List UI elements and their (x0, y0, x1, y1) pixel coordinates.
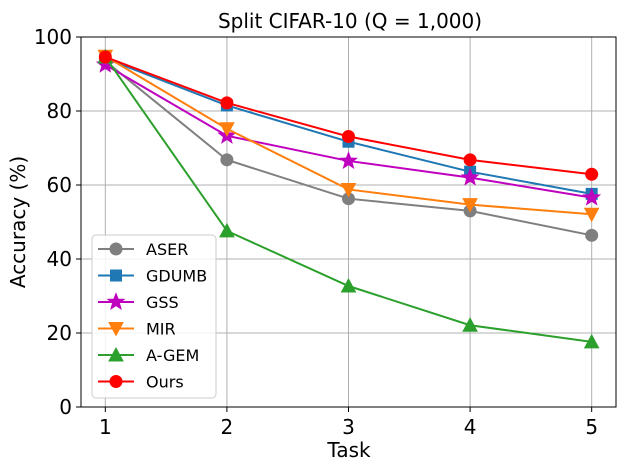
legend: ASER GDUMB GSS MIR A-GEM Ours (91, 234, 217, 399)
y-axis: 0 20 40 60 80 100 (34, 25, 81, 419)
legend-item-aser: ASER (98, 240, 188, 259)
legend-item-mir: MIR (98, 320, 176, 339)
legend-label: ASER (146, 240, 188, 259)
data-point-gss (460, 167, 480, 186)
x-axis: 1 2 3 4 5 (99, 407, 598, 439)
legend-label: MIR (146, 320, 176, 339)
series-ours (98, 50, 599, 181)
data-point-ours (98, 50, 112, 64)
plot-frame (80, 36, 617, 408)
data-point-mir (340, 182, 357, 198)
legend-label: GSS (146, 293, 179, 312)
legend-marker (108, 346, 124, 362)
x-tick-label: 3 (342, 415, 355, 439)
legend-item-gss: GSS (98, 292, 179, 312)
y-tick-label: 60 (47, 173, 72, 197)
chart-title: Split CIFAR-10 (Q = 1,000) (218, 9, 482, 33)
x-axis-label: Task (326, 438, 371, 462)
legend-item-ours: Ours (98, 373, 184, 392)
y-tick-label: 0 (59, 395, 72, 419)
data-point-aser (585, 228, 599, 242)
data-point-a-gem (340, 277, 357, 293)
data-point-mir (583, 207, 600, 223)
y-tick-label: 80 (47, 99, 72, 123)
y-tick-label: 100 (34, 25, 72, 49)
legend-label: GDUMB (146, 267, 207, 286)
data-point-a-gem (219, 222, 235, 238)
x-tick-label: 1 (99, 415, 112, 439)
y-axis-label: Accuracy (%) (6, 156, 30, 288)
data-point-gss (582, 187, 602, 206)
data-point-ours (342, 130, 355, 144)
data-point-a-gem (583, 333, 600, 349)
legend-label: Ours (146, 373, 184, 392)
x-tick-label: 2 (221, 415, 234, 439)
legend-item-a-gem: A-GEM (98, 346, 199, 365)
legend-marker (109, 375, 123, 388)
legend-marker (109, 242, 123, 256)
data-point-ours (220, 96, 234, 110)
data-point-mir (219, 122, 235, 137)
data-point-aser (220, 153, 234, 167)
legend-marker (110, 269, 122, 282)
legend-marker (108, 322, 124, 337)
data-point-mir (462, 198, 478, 213)
series-group (95, 48, 602, 349)
data-point-a-gem (462, 317, 478, 332)
legend-marker (106, 292, 126, 311)
x-tick-label: 4 (464, 415, 477, 439)
legend-item-gdumb: GDUMB (98, 267, 207, 286)
x-tick-label: 5 (585, 415, 598, 439)
y-tick-label: 40 (47, 247, 72, 271)
legend-label: A-GEM (146, 346, 199, 365)
y-tick-label: 20 (47, 321, 72, 345)
data-point-ours (585, 167, 599, 181)
data-point-gss (339, 151, 358, 169)
data-point-ours (463, 153, 477, 167)
